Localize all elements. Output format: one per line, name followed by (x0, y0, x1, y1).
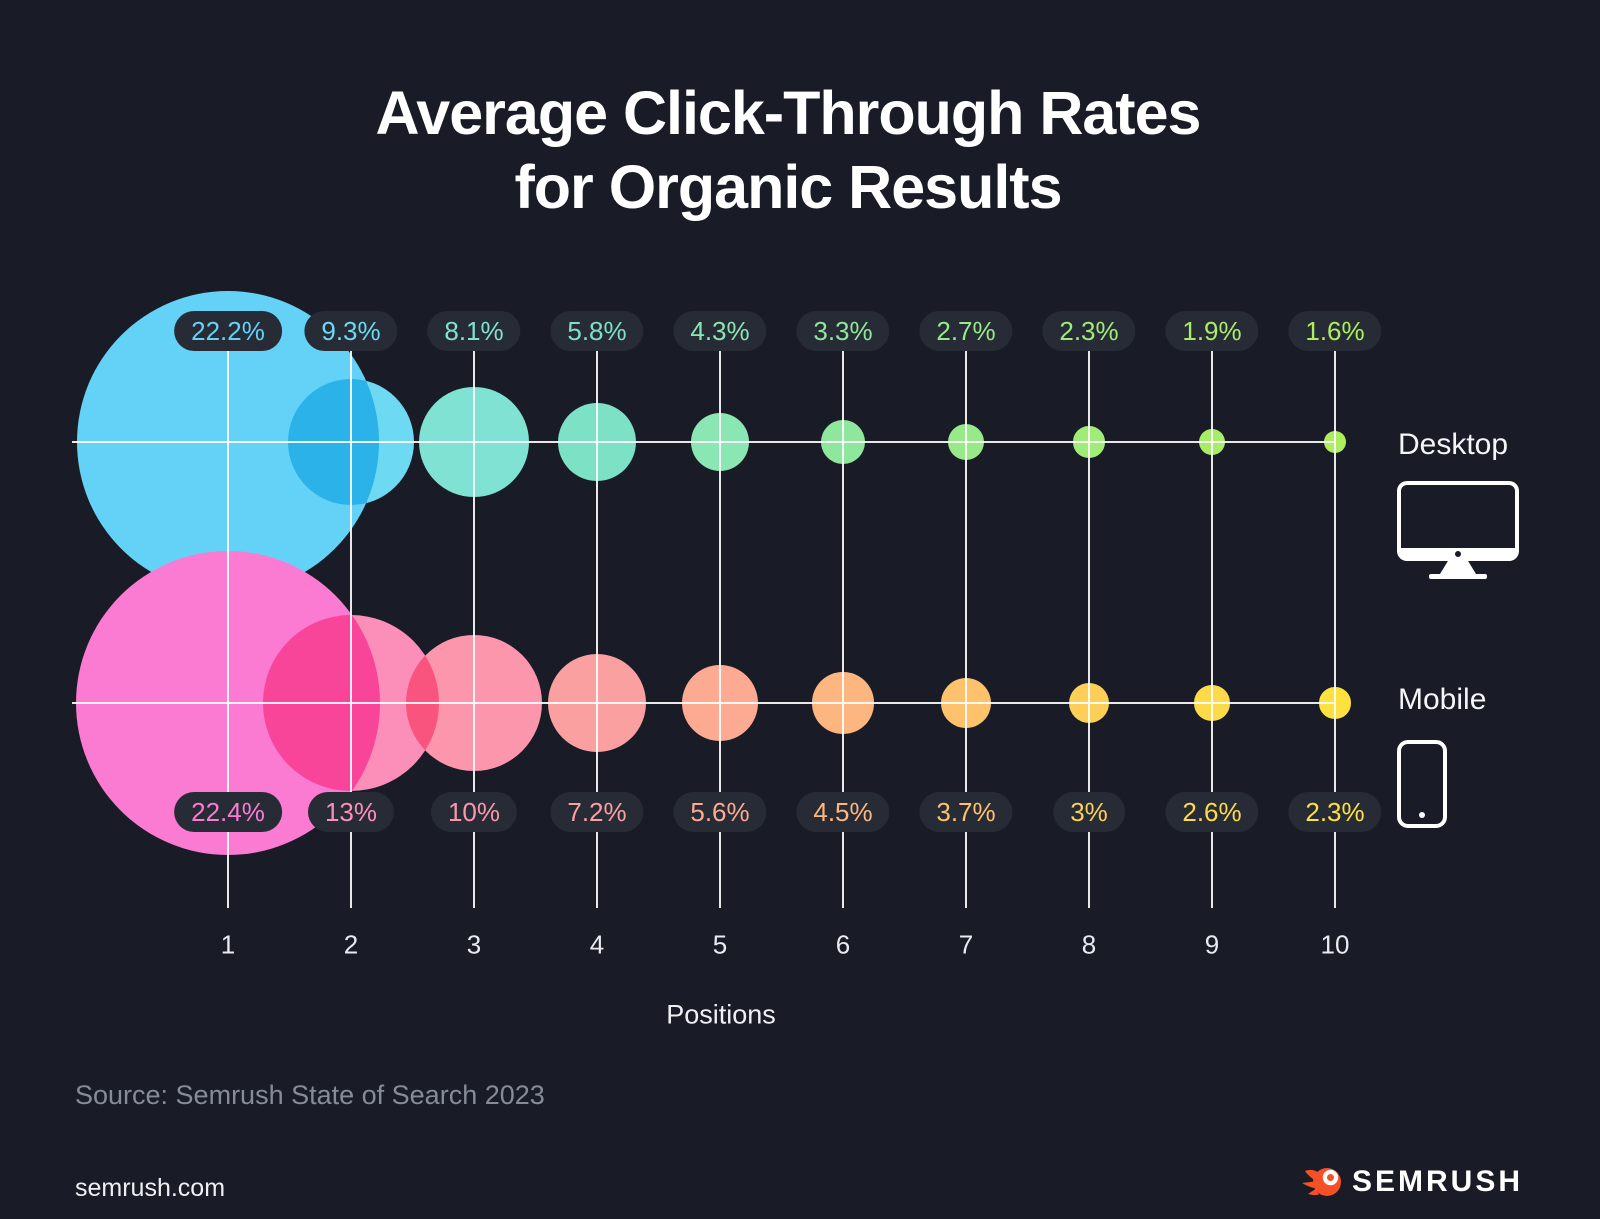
mobile-value-pill-10: 2.3% (1288, 792, 1382, 832)
monitor-stand (1440, 561, 1476, 574)
phone-home-dot (1419, 812, 1425, 818)
mobile-value-pill-2: 13% (307, 792, 395, 832)
mobile-value-pill-6: 4.5% (796, 792, 890, 832)
semrush-logo: SEMRUSH (1301, 1164, 1523, 1200)
gridline-position-4 (596, 349, 598, 908)
desktop-value-pill-1: 22.2% (174, 311, 282, 351)
x-tick-8: 8 (1081, 929, 1097, 960)
mobile-value-pill-9: 2.6% (1165, 792, 1259, 832)
x-tick-1: 1 (220, 929, 236, 960)
desktop-value-pill-9: 1.9% (1165, 311, 1259, 351)
gridline-position-8 (1088, 349, 1090, 908)
gridline-position-5 (719, 349, 721, 908)
mobile-value-pill-7: 3.7% (919, 792, 1013, 832)
legend-desktop-label: Desktop (1398, 428, 1509, 461)
desktop-value-pill-6: 3.3% (796, 311, 890, 351)
monitor-icon (1397, 481, 1519, 580)
semrush-wordmark: SEMRUSH (1351, 1165, 1523, 1198)
phone-icon (1397, 740, 1447, 828)
title-line-1: Average Click-Through Rates (375, 79, 1202, 147)
desktop-value-pill-8: 2.3% (1042, 311, 1136, 351)
page-title: Average Click-Through Rates for Organic … (0, 76, 1576, 224)
gridline-position-6 (842, 349, 844, 908)
mobile-row-line (72, 702, 1335, 704)
x-tick-10: 10 (1320, 929, 1350, 960)
site-url: semrush.com (75, 1174, 226, 1202)
x-tick-4: 4 (589, 929, 605, 960)
desktop-row-line (72, 441, 1335, 443)
x-tick-7: 7 (958, 929, 974, 960)
gridline-position-9 (1211, 349, 1213, 908)
gridline-position-2 (350, 349, 352, 908)
x-tick-2: 2 (343, 929, 359, 960)
desktop-value-pill-2: 9.3% (304, 311, 398, 351)
mobile-value-pill-5: 5.6% (673, 792, 767, 832)
monitor-base (1429, 574, 1487, 579)
gridline-position-7 (965, 349, 967, 908)
desktop-value-pill-3: 8.1% (427, 311, 521, 351)
semrush-comet-icon (1301, 1168, 1341, 1196)
mobile-value-pill-3: 10% (430, 792, 518, 832)
mobile-value-pill-8: 3% (1053, 792, 1125, 832)
desktop-value-pill-7: 2.7% (919, 311, 1013, 351)
title-line-2: for Organic Results (514, 153, 1062, 221)
gridline-position-10 (1334, 349, 1336, 908)
monitor-screen (1397, 481, 1519, 561)
x-tick-3: 3 (466, 929, 482, 960)
mobile-value-pill-1: 22.4% (174, 792, 282, 832)
x-tick-5: 5 (712, 929, 728, 960)
gridline-position-3 (473, 349, 475, 908)
x-tick-9: 9 (1204, 929, 1220, 960)
desktop-value-pill-5: 4.3% (673, 311, 767, 351)
legend-mobile-label: Mobile (1398, 683, 1487, 716)
x-axis-title: Positions (666, 999, 776, 1030)
x-tick-6: 6 (835, 929, 851, 960)
mobile-value-pill-4: 7.2% (550, 792, 644, 832)
desktop-value-pill-10: 1.6% (1288, 311, 1382, 351)
source-note: Source: Semrush State of Search 2023 (75, 1080, 545, 1110)
desktop-value-pill-4: 5.8% (550, 311, 644, 351)
gridline-position-1 (227, 349, 229, 908)
monitor-dot (1455, 551, 1461, 557)
